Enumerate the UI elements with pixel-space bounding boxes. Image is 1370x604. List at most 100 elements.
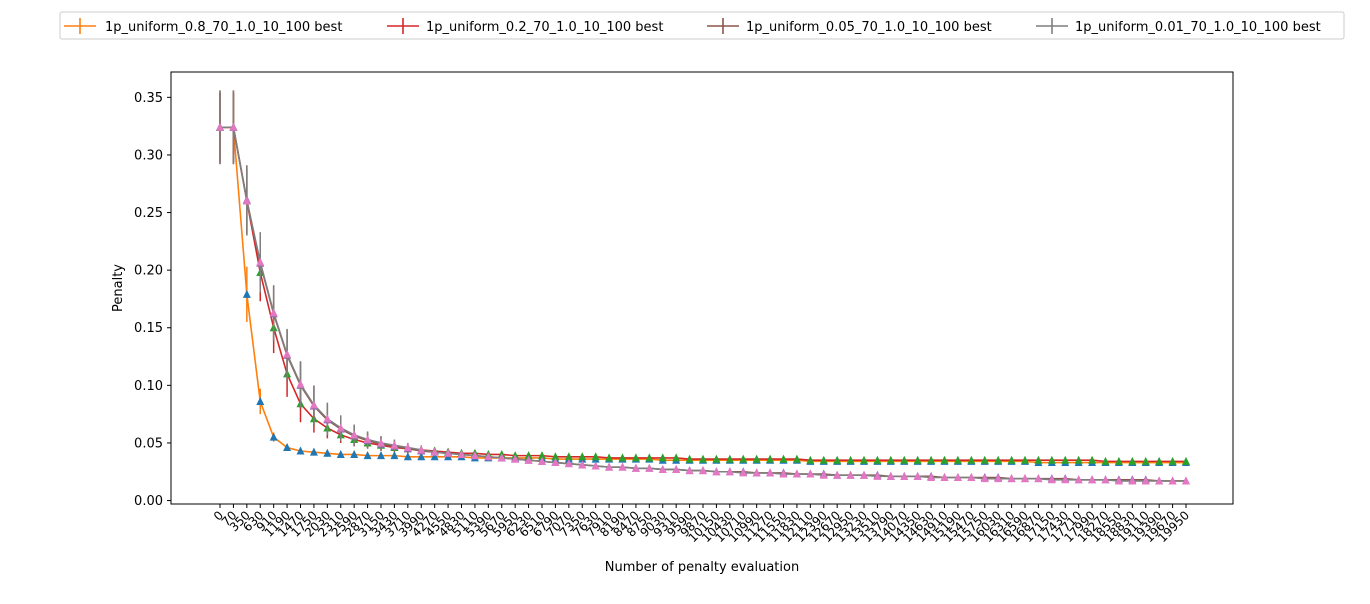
data-point <box>806 455 815 464</box>
data-point <box>323 448 332 457</box>
data-point <box>430 447 439 456</box>
data-point <box>309 447 318 456</box>
data-point <box>900 471 909 480</box>
data-point <box>779 469 788 478</box>
legend-label-1: 1p_uniform_0.8_70_1.0_10_100 best <box>105 20 342 35</box>
data-point <box>994 474 1003 483</box>
y-tick-label: 0.25 <box>134 206 163 221</box>
data-point <box>1088 475 1097 484</box>
data-point <box>860 455 868 464</box>
data-point <box>350 430 359 439</box>
data-point <box>1061 455 1070 464</box>
data-point <box>242 196 251 205</box>
data-point <box>1101 475 1110 484</box>
data-point <box>752 468 761 477</box>
data-point <box>779 454 788 463</box>
data-point <box>417 445 426 454</box>
data-point <box>725 467 734 476</box>
y-axis-ticks: 0.00 0.05 0.10 0.15 0.20 0.25 0.30 0.35 <box>134 91 171 509</box>
data-point <box>739 454 748 463</box>
data-point <box>672 453 681 462</box>
data-point <box>1074 455 1083 464</box>
data-point <box>377 451 385 460</box>
data-point <box>806 469 815 478</box>
data-point <box>309 400 318 409</box>
data-point <box>1101 456 1110 465</box>
data-point <box>873 455 882 464</box>
data-point <box>605 462 614 471</box>
data-point <box>631 453 640 462</box>
data-point <box>1182 456 1190 465</box>
data-point <box>444 448 453 457</box>
data-point <box>980 455 989 464</box>
data-point <box>1034 474 1043 483</box>
data-point <box>1007 474 1016 483</box>
data-point <box>846 455 855 464</box>
data-point <box>605 453 614 462</box>
data-point <box>1034 455 1043 464</box>
data-point <box>524 451 533 460</box>
data-point <box>953 473 962 482</box>
data-point <box>470 451 479 460</box>
data-point <box>725 454 734 463</box>
x-axis-label: Number of penalty evaluation <box>605 560 799 575</box>
data-point <box>712 454 721 463</box>
legend-label-4: 1p_uniform_0.01_70_1.0_10_100 best <box>1075 20 1321 35</box>
data-point <box>967 473 976 482</box>
legend-entry-4: 1p_uniform_0.01_70_1.0_10_100 best <box>1036 18 1321 35</box>
data-point <box>377 438 385 447</box>
data-point <box>256 257 265 266</box>
data-point <box>578 460 587 469</box>
data-point <box>1047 455 1056 464</box>
y-tick-label: 0.35 <box>134 91 163 106</box>
data-point <box>994 455 1003 464</box>
data-point <box>1128 476 1137 485</box>
data-point <box>846 470 855 479</box>
data-point <box>645 463 654 472</box>
data-point <box>1114 476 1123 485</box>
data-point <box>699 454 707 463</box>
data-point <box>766 454 775 463</box>
data-point <box>873 471 882 480</box>
data-point <box>1074 475 1083 484</box>
data-point <box>403 443 412 452</box>
data-point <box>283 349 292 358</box>
data-point <box>913 471 922 480</box>
data-point <box>296 379 305 388</box>
data-point <box>900 455 909 464</box>
data-point <box>819 470 828 479</box>
data-point <box>323 414 332 423</box>
data-point <box>792 454 801 463</box>
data-point <box>1047 475 1056 484</box>
data-point <box>618 453 627 462</box>
x-axis-ticks: 0703506309101190147017502030231025902870… <box>211 504 1192 545</box>
data-point <box>350 449 359 458</box>
data-point <box>886 471 895 480</box>
data-point <box>631 463 640 472</box>
data-point <box>739 468 748 477</box>
data-point <box>1021 474 1029 483</box>
y-axis-label: Penalty <box>111 264 126 312</box>
data-point <box>940 473 949 482</box>
data-point <box>752 454 761 463</box>
data-point <box>538 451 546 460</box>
y-tick-label: 0.10 <box>134 379 163 394</box>
data-point <box>363 434 372 443</box>
data-point <box>1088 455 1097 464</box>
legend-entry-3: 1p_uniform_0.05_70_1.0_10_100 best <box>707 18 992 35</box>
legend-label-3: 1p_uniform_0.05_70_1.0_10_100 best <box>746 20 992 35</box>
legend-entry-2: 1p_uniform_0.2_70_1.0_10_100 best <box>387 18 663 35</box>
series-4 <box>216 90 1190 485</box>
plot-frame <box>170 71 1234 505</box>
data-point <box>296 446 305 455</box>
data-point <box>1021 455 1029 464</box>
data-point <box>766 468 775 477</box>
data-point <box>1141 476 1150 485</box>
data-point <box>336 449 345 458</box>
data-point <box>618 462 627 471</box>
data-point <box>511 454 520 463</box>
data-point <box>645 453 654 462</box>
